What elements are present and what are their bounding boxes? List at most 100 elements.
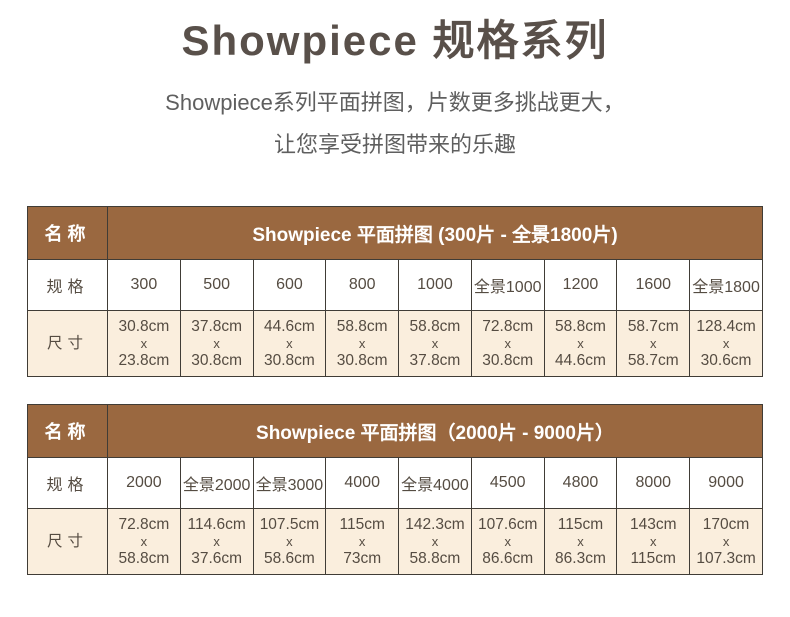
size-width: 58.8cm: [409, 318, 461, 335]
size-label: 尺寸: [27, 310, 108, 377]
size-value: 30.8cm x 23.8cm: [107, 310, 181, 377]
size-width: 72.8cm: [482, 318, 534, 335]
x-separator: x: [722, 336, 730, 351]
spec-label: 规格: [27, 457, 108, 509]
size-width: 107.5cm: [259, 516, 320, 533]
size-value: 44.6cm x 30.8cm: [252, 310, 327, 377]
table-row: 尺寸 30.8cm x 23.8cm 37.8cm x 30.8cm 44.6c…: [27, 310, 763, 377]
table-row: 尺寸 72.8cm x 58.8cm 114.6cm x 37.6cm 107.…: [27, 508, 763, 575]
size-value: 107.5cm x 58.6cm: [252, 508, 327, 575]
table-row: 规格 2000 全景2000 全景3000 4000 全景4000 4500 4…: [27, 457, 763, 509]
spec-value: 1600: [616, 259, 691, 311]
size-height: 115cm: [630, 550, 676, 567]
size-value: 58.8cm x 44.6cm: [543, 310, 618, 377]
x-separator: x: [286, 336, 293, 351]
size-width: 142.3cm: [405, 516, 465, 533]
size-value: 142.3cm x 58.8cm: [398, 508, 472, 575]
subtitle-line-2: 让您享受拼图带来的乐趣: [273, 132, 516, 157]
spec-value: 600: [252, 259, 327, 311]
size-height: 30.8cm: [482, 352, 534, 369]
size-width: 58.8cm: [555, 318, 606, 335]
size-height: 44.6cm: [555, 352, 606, 369]
spec-value: 1000: [398, 259, 472, 311]
spec-value: 全景1800: [689, 259, 763, 311]
size-height: 58.8cm: [118, 550, 170, 567]
size-value: 72.8cm x 58.8cm: [107, 508, 181, 575]
size-label: 尺寸: [27, 508, 108, 575]
size-value: 37.8cm x 30.8cm: [179, 310, 254, 377]
table-row: 名称 Showpiece 平面拼图 (300片 - 全景1800片): [27, 206, 763, 260]
spec-value: 全景2000: [179, 457, 254, 509]
size-height: 58.6cm: [263, 550, 315, 567]
size-height: 107.3cm: [696, 550, 756, 567]
size-height: 37.6cm: [191, 550, 243, 567]
size-height: 58.7cm: [627, 352, 679, 369]
x-separator: x: [504, 534, 511, 549]
spec-table-300-1800: 名称 Showpiece 平面拼图 (300片 - 全景1800片) 规格 30…: [27, 206, 763, 377]
table-row: 规格 300 500 600 800 1000 全景1000 1200 1600…: [27, 259, 763, 311]
size-value: 72.8cm x 30.8cm: [470, 310, 545, 377]
spec-table-2000-9000: 名称 Showpiece 平面拼图（2000片 - 9000片） 规格 2000…: [27, 404, 763, 575]
x-separator: x: [577, 336, 584, 351]
size-width: 37.8cm: [191, 318, 243, 335]
spec-value: 2000: [107, 457, 181, 509]
spec-value: 全景4000: [398, 457, 472, 509]
table-2-title: Showpiece 平面拼图（2000片 - 9000片）: [107, 404, 763, 458]
size-width: 170cm: [702, 516, 750, 533]
spec-value: 全景1000: [470, 259, 545, 311]
size-height: 30.6cm: [700, 352, 752, 369]
spec-value: 8000: [616, 457, 691, 509]
size-height: 30.8cm: [191, 352, 243, 369]
spec-label: 规格: [27, 259, 108, 311]
spec-value: 1200: [543, 259, 618, 311]
size-value: 115cm x 86.3cm: [543, 508, 618, 575]
subtitle-line-1: Showpiece系列平面拼图，片数更多挑战更大，: [165, 90, 625, 115]
size-value: 143cm x 115cm: [616, 508, 691, 575]
x-separator: x: [140, 534, 148, 549]
table-1-title: Showpiece 平面拼图 (300片 - 全景1800片): [107, 206, 763, 260]
x-separator: x: [213, 336, 220, 351]
x-separator: x: [140, 336, 148, 351]
size-height: 86.3cm: [555, 550, 606, 567]
size-value: 115cm x 73cm: [325, 508, 400, 575]
size-height: 73cm: [343, 550, 382, 567]
spec-value: 500: [179, 259, 254, 311]
size-height: 86.6cm: [482, 550, 534, 567]
size-height: 37.8cm: [409, 352, 461, 369]
name-label: 名称: [27, 404, 108, 458]
size-width: 107.6cm: [477, 516, 538, 533]
spec-value: 9000: [689, 457, 763, 509]
x-separator: x: [358, 336, 366, 351]
spec-value: 300: [107, 259, 181, 311]
x-separator: x: [504, 336, 511, 351]
size-height: 30.8cm: [336, 352, 388, 369]
size-height: 30.8cm: [263, 352, 315, 369]
size-value: 58.8cm x 30.8cm: [325, 310, 400, 377]
size-width: 128.4cm: [696, 318, 756, 335]
size-width: 115cm: [339, 516, 385, 533]
x-separator: x: [213, 534, 220, 549]
spec-value: 4500: [470, 457, 545, 509]
size-value: 107.6cm x 86.6cm: [470, 508, 545, 575]
size-value: 170cm x 107.3cm: [689, 508, 763, 575]
spec-value: 全景3000: [252, 457, 327, 509]
size-width: 114.6cm: [187, 516, 246, 533]
spec-value: 800: [325, 259, 400, 311]
size-value: 58.8cm x 37.8cm: [398, 310, 472, 377]
page-title: Showpiece 规格系列: [181, 17, 609, 64]
x-separator: x: [649, 534, 657, 549]
size-width: 58.7cm: [627, 318, 679, 335]
size-height: 58.8cm: [409, 550, 461, 567]
size-value: 114.6cm x 37.6cm: [179, 508, 254, 575]
size-width: 143cm: [629, 516, 677, 533]
x-separator: x: [431, 534, 439, 549]
x-separator: x: [577, 534, 584, 549]
size-width: 58.8cm: [336, 318, 388, 335]
size-width: 115cm: [557, 516, 604, 533]
x-separator: x: [722, 534, 730, 549]
size-value: 128.4cm x 30.6cm: [689, 310, 763, 377]
table-row: 名称 Showpiece 平面拼图（2000片 - 9000片）: [27, 404, 763, 458]
size-width: 72.8cm: [118, 516, 170, 533]
name-label: 名称: [27, 206, 108, 260]
